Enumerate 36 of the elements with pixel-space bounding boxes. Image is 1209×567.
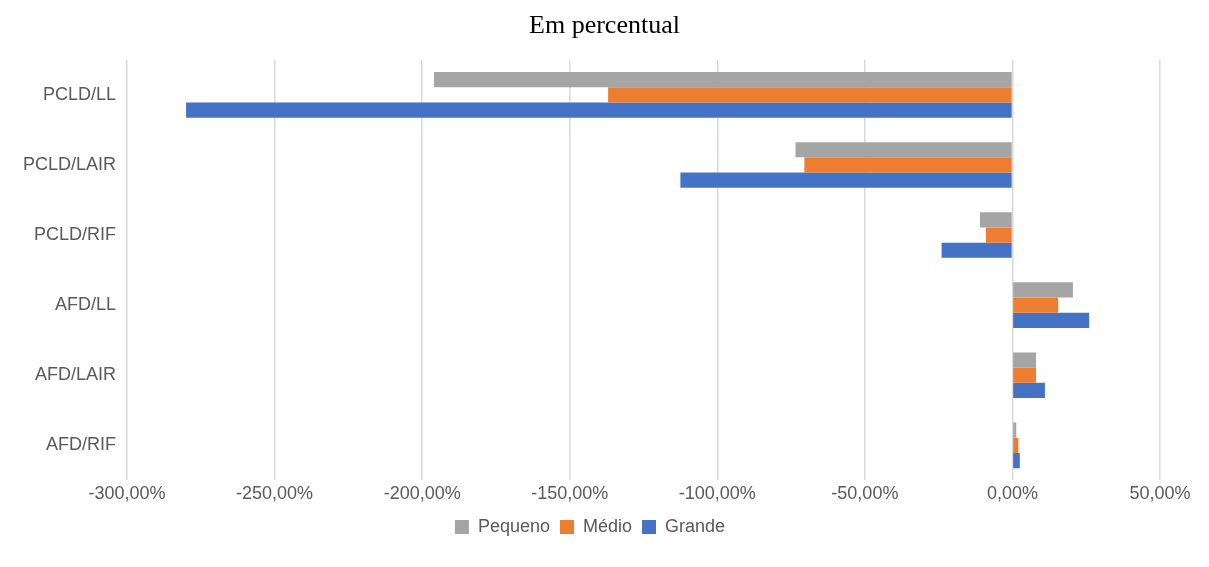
bar bbox=[680, 172, 1012, 188]
bar bbox=[1013, 452, 1020, 469]
bar bbox=[979, 212, 1012, 228]
x-tick-label: 0,00% bbox=[986, 483, 1038, 504]
x-tick-label: -250,00% bbox=[236, 483, 314, 504]
y-tick-label: AFD/LAIR bbox=[35, 364, 117, 385]
y-tick-label: AFD/RIF bbox=[46, 434, 117, 455]
bar bbox=[186, 102, 1012, 118]
bar bbox=[1013, 282, 1073, 298]
x-tick-label: 50,00% bbox=[1129, 483, 1191, 504]
x-tick-label: -100,00% bbox=[678, 483, 756, 504]
bar bbox=[1013, 437, 1019, 453]
x-tick-label: -200,00% bbox=[383, 483, 461, 504]
y-tick-label: AFD/LL bbox=[55, 294, 117, 315]
bar bbox=[941, 242, 1012, 258]
y-tick-label: PCLD/RIF bbox=[34, 224, 117, 245]
bar bbox=[1013, 367, 1037, 383]
bar bbox=[1013, 352, 1037, 368]
bar bbox=[608, 87, 1012, 103]
x-tick-label: -300,00% bbox=[88, 483, 166, 504]
y-tick-label: PCLD/LAIR bbox=[22, 153, 117, 174]
bar bbox=[1013, 382, 1045, 399]
bar bbox=[985, 227, 1012, 243]
legend-label: Grande bbox=[665, 515, 726, 536]
legend-label: Médio bbox=[583, 515, 633, 536]
bar bbox=[795, 142, 1012, 158]
bar bbox=[1013, 312, 1090, 328]
legend-label: Pequeno bbox=[477, 515, 551, 536]
bar bbox=[804, 157, 1012, 173]
bar bbox=[433, 72, 1012, 88]
bar bbox=[1013, 297, 1059, 313]
chart-title: Em percentual bbox=[528, 10, 681, 41]
x-tick-label: -50,00% bbox=[831, 483, 899, 504]
x-tick-label: -150,00% bbox=[531, 483, 609, 504]
y-tick-label: PCLD/LL bbox=[42, 83, 117, 104]
bar bbox=[1013, 422, 1017, 438]
